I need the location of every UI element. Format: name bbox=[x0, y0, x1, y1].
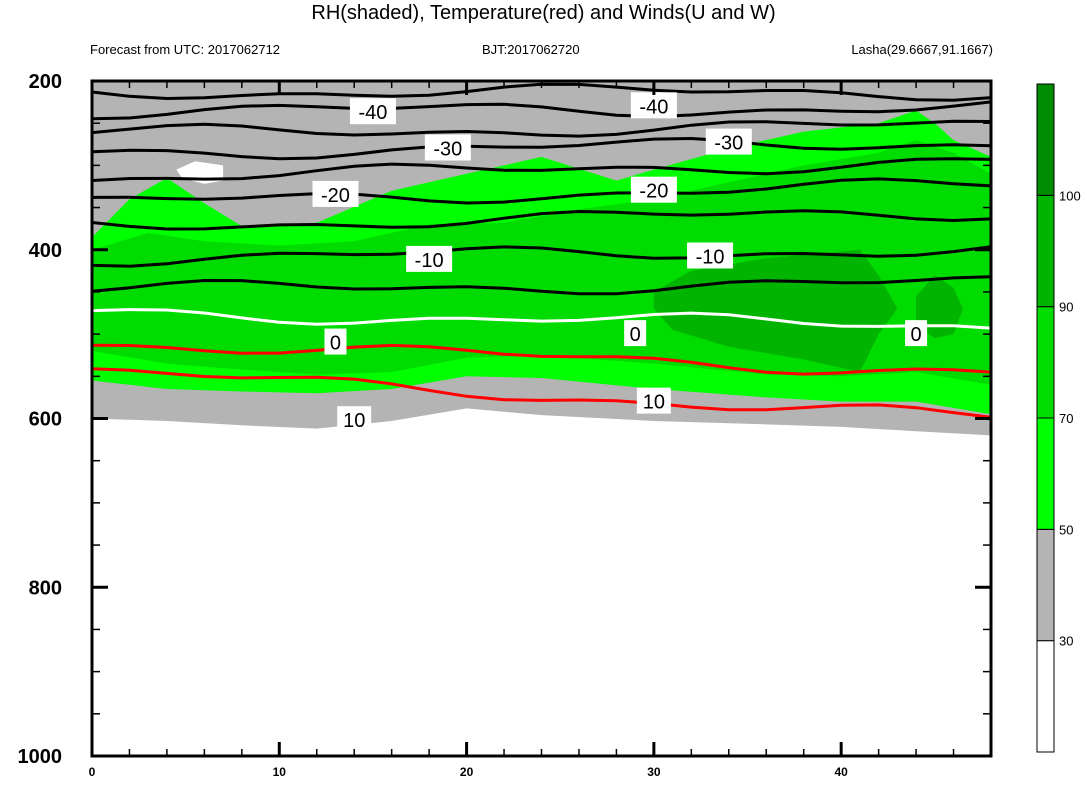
colorbar-label: 30 bbox=[1059, 634, 1073, 649]
isotherm-line bbox=[91, 209, 992, 231]
contour-label: 0 bbox=[911, 324, 922, 346]
isotherm-line bbox=[91, 177, 992, 205]
x-tick-label: 0 bbox=[89, 765, 96, 779]
y-tick-label: 1000 bbox=[18, 746, 63, 768]
x-tick-label: 10 bbox=[273, 765, 287, 779]
colorbar-segment bbox=[1036, 640, 1055, 753]
colorbar-label: 50 bbox=[1059, 522, 1073, 537]
contour-label-box bbox=[905, 320, 928, 347]
colorbar-label: 70 bbox=[1059, 411, 1073, 426]
isotherm-line bbox=[91, 157, 992, 182]
rh-band-90-100 bbox=[653, 249, 898, 373]
isotherm-line bbox=[91, 275, 992, 296]
contour-label: 0 bbox=[630, 324, 641, 346]
y-tick-label: 600 bbox=[29, 409, 62, 431]
colorbar-segment bbox=[1036, 306, 1055, 419]
contour-label: 10 bbox=[343, 410, 365, 432]
colorbar: 30 50 70 90 100 bbox=[1036, 83, 1081, 753]
isotherm-line bbox=[91, 245, 992, 268]
colorbar-segment bbox=[1036, 83, 1055, 196]
rh-shading bbox=[92, 81, 991, 436]
contour-label-box bbox=[324, 328, 347, 355]
contour-label: -30 bbox=[433, 139, 462, 161]
chart-title: RH(shaded), Temperature(red) and Winds(U… bbox=[311, 2, 776, 24]
isotherm-line bbox=[91, 308, 992, 330]
x-tick-label: 40 bbox=[834, 765, 848, 779]
colorbar-label: 100 bbox=[1059, 188, 1081, 203]
colorbar-segment bbox=[1036, 528, 1055, 642]
isotherm-line bbox=[91, 367, 992, 419]
contour-label: -20 bbox=[321, 185, 350, 207]
contour-label-box bbox=[424, 134, 471, 161]
contour-label-box bbox=[630, 92, 677, 119]
contour-label-box bbox=[406, 245, 453, 272]
rh-band-90-100 bbox=[916, 275, 963, 339]
contour-label: -40 bbox=[639, 96, 668, 118]
bjt-label: BJT:2017062720 bbox=[482, 42, 580, 57]
contour-label-box bbox=[337, 406, 372, 433]
contour-label-box bbox=[705, 128, 752, 155]
x-tick-label: 30 bbox=[647, 765, 661, 779]
contour-label-box bbox=[624, 320, 647, 347]
y-tick-label: 800 bbox=[29, 577, 62, 599]
contour-label: -10 bbox=[696, 247, 725, 269]
contour-label: -20 bbox=[639, 181, 668, 203]
colorbar-segment bbox=[1036, 194, 1055, 308]
isotherm-line bbox=[91, 136, 992, 161]
location-label: Lasha(29.6667,91.1667) bbox=[851, 42, 993, 57]
colorbar-label: 90 bbox=[1059, 300, 1073, 315]
x-tick-label: 20 bbox=[460, 765, 474, 779]
contour-label: 0 bbox=[330, 333, 341, 355]
isotherm-line bbox=[91, 100, 992, 121]
contour-label: -10 bbox=[415, 250, 444, 272]
contour-label-box bbox=[312, 180, 359, 207]
y-tick-label: 200 bbox=[29, 71, 62, 93]
contour-label: -40 bbox=[358, 102, 387, 124]
contour-label-box bbox=[630, 176, 677, 203]
contour-label-box bbox=[349, 98, 396, 125]
contour-label-box bbox=[687, 242, 734, 269]
contour-label-box bbox=[636, 387, 671, 414]
contour-label: -30 bbox=[714, 133, 743, 155]
colorbar-segment bbox=[1036, 417, 1055, 530]
contour-labels: -40 -40 -30 -30 -20 -20 -10 -10 0 0 0 10 10 bbox=[312, 92, 928, 433]
forecast-label: Forecast from UTC: 2017062712 bbox=[90, 42, 281, 57]
contour-label: 10 bbox=[643, 392, 665, 414]
isotherm-line bbox=[91, 119, 992, 138]
y-tick-label: 400 bbox=[29, 240, 62, 262]
isotherm-line bbox=[91, 343, 992, 376]
